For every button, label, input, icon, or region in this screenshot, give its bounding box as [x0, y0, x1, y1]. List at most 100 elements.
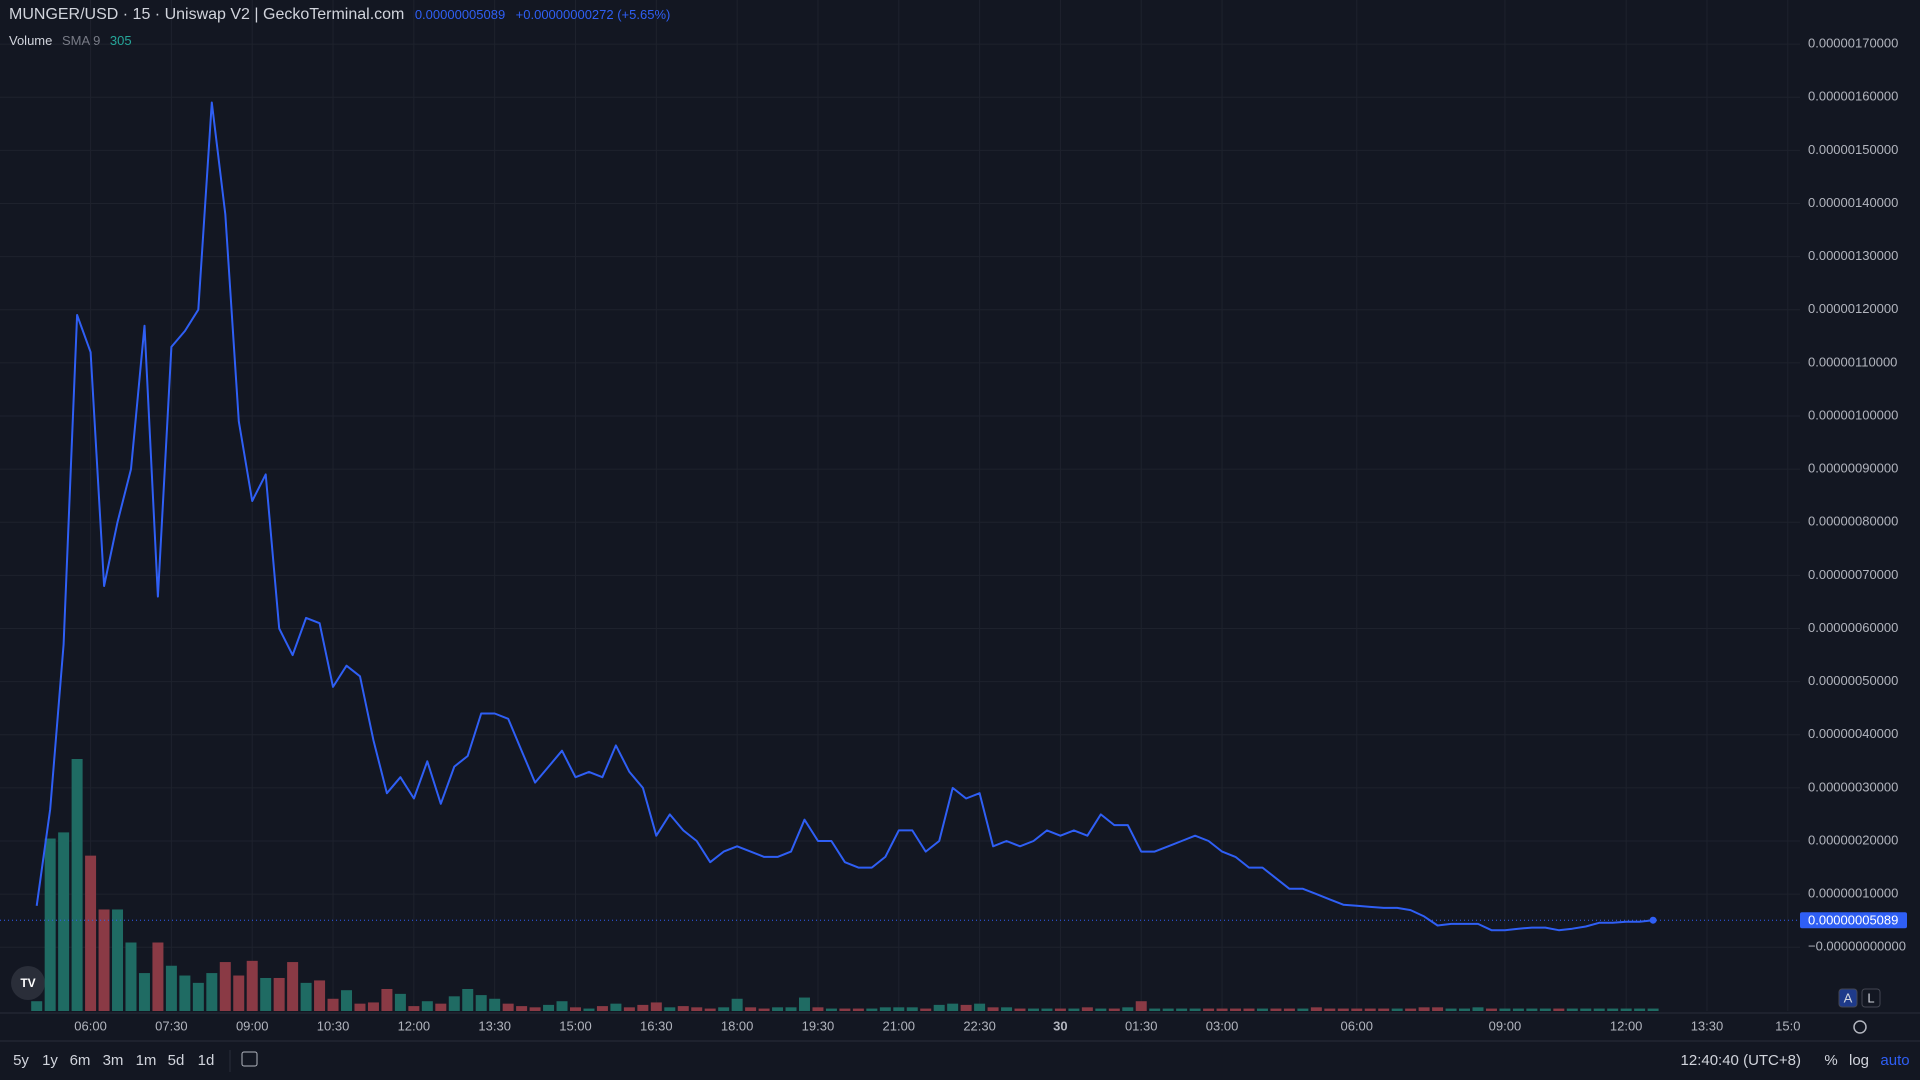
price-button[interactable]: L	[1867, 990, 1874, 1005]
volume-legend: Volume SMA 9 305	[9, 33, 138, 48]
volume-bar	[314, 980, 326, 1011]
volume-bar	[1027, 1008, 1039, 1011]
volume-bar	[1378, 1008, 1390, 1011]
last-point	[1649, 916, 1657, 924]
range-button[interactable]: 6m	[70, 1052, 91, 1069]
volume-bar	[502, 1003, 514, 1011]
volume-bar	[1580, 1008, 1592, 1011]
y-tick-label: 0.00000100000	[1808, 407, 1898, 422]
volume-bar	[1553, 1008, 1565, 1011]
range-button[interactable]: 1y	[42, 1052, 58, 1069]
volume-bar	[947, 1003, 959, 1011]
y-tick-label: 0.00000160000	[1808, 89, 1898, 104]
volume-bar	[125, 942, 137, 1011]
volume-bar	[745, 1007, 757, 1011]
volume-bar	[233, 975, 245, 1011]
volume-bar	[165, 965, 177, 1011]
range-button[interactable]: 1m	[136, 1052, 157, 1069]
volume-bar	[664, 1007, 676, 1011]
volume-bar	[1162, 1008, 1174, 1011]
logo[interactable]	[11, 966, 45, 1000]
volume-bar	[974, 1003, 986, 1011]
volume-bar	[1297, 1008, 1309, 1011]
volume-bar	[650, 1002, 662, 1011]
volume-bar	[825, 1008, 837, 1011]
volume-bar	[354, 1003, 366, 1011]
percent-button[interactable]: %	[1824, 1052, 1837, 1069]
y-tick-label: 0.00000110000	[1808, 354, 1897, 369]
volume-bar	[1041, 1008, 1053, 1011]
volume-bar	[1108, 1008, 1120, 1011]
volume-bar	[596, 1006, 608, 1011]
x-tick-label: 13:30	[478, 1018, 511, 1033]
volume-bar	[1526, 1008, 1538, 1011]
volume-bar	[987, 1007, 999, 1011]
volume-label: Volume	[9, 33, 53, 48]
volume-bar	[475, 995, 487, 1011]
y-tick-label: 0.00000060000	[1808, 620, 1898, 635]
volume-bar	[556, 1001, 568, 1011]
volume-bar	[260, 977, 272, 1011]
price-button-box[interactable]	[1838, 988, 1858, 1008]
volume-bar	[852, 1008, 864, 1011]
volume-bar	[1351, 1008, 1363, 1011]
volume-bar	[529, 1007, 541, 1011]
volume-bar	[1432, 1007, 1444, 1011]
volume-bar	[1539, 1008, 1551, 1011]
volume-bar	[1647, 1008, 1659, 1011]
volume-bar	[1068, 1008, 1080, 1011]
volume-bar	[637, 1004, 649, 1011]
x-tick-label: 06:00	[74, 1018, 107, 1033]
volume-bar	[933, 1004, 945, 1011]
volume-bar	[31, 1001, 43, 1011]
x-tick-label: 07:30	[155, 1018, 188, 1033]
volume-bar	[1283, 1008, 1295, 1011]
volume-bar	[1095, 1008, 1107, 1011]
clock: 12:40:40 (UTC+8)	[1681, 1052, 1801, 1069]
volume-bar	[1337, 1008, 1349, 1011]
sma-value: 305	[109, 33, 132, 48]
volume-bar	[1324, 1008, 1336, 1011]
date-range-icon[interactable]	[241, 1051, 258, 1067]
y-tick-label: 0.00000080000	[1808, 514, 1898, 529]
price-button-box[interactable]	[1861, 988, 1881, 1008]
y-tick-label: 0.00000120000	[1808, 301, 1898, 316]
volume-bar	[677, 1006, 689, 1011]
volume-bar	[381, 988, 393, 1011]
x-tick-label: 19:30	[802, 1018, 835, 1033]
x-tick-label: 09:00	[1489, 1018, 1522, 1033]
range-button[interactable]: 5y	[13, 1052, 29, 1069]
symbol-title: MUNGER/USD · 15 · Uniswap V2 | GeckoTerm…	[9, 6, 405, 23]
x-tick-label: 12:00	[398, 1018, 431, 1033]
auto-button[interactable]: auto	[1880, 1052, 1909, 1069]
volume-bar	[610, 1003, 622, 1011]
y-tick-label: 0.00000070000	[1808, 567, 1898, 582]
range-button[interactable]: 5d	[168, 1052, 185, 1069]
volume-bar	[1001, 1007, 1013, 1011]
volume-bar	[71, 759, 83, 1011]
volume-bar	[1485, 1008, 1497, 1011]
range-button[interactable]: 3m	[103, 1052, 124, 1069]
volume-bar	[58, 832, 70, 1011]
range-button[interactable]: 1d	[198, 1052, 215, 1069]
x-tick-label: 01:30	[1125, 1018, 1158, 1033]
volume-bar	[718, 1007, 730, 1011]
x-tick-label: 12:00	[1610, 1018, 1643, 1033]
y-tick-label: 0.00000050000	[1808, 673, 1898, 688]
y-tick-label: 0.00000140000	[1808, 195, 1898, 210]
volume-bar	[583, 1008, 595, 1011]
x-tick-label: 22:30	[963, 1018, 996, 1033]
y-tick-label: −0.00000000000	[1808, 939, 1906, 954]
volume-bar	[489, 998, 501, 1011]
volume-bar	[341, 990, 353, 1011]
price-button[interactable]: A	[1844, 990, 1853, 1005]
log-button[interactable]: log	[1849, 1052, 1869, 1069]
volume-bar	[1189, 1008, 1201, 1011]
y-tick-label: 0.00000170000	[1808, 36, 1898, 51]
settings-icon[interactable]	[1853, 1020, 1867, 1034]
volume-bar	[1081, 1007, 1093, 1011]
volume-bar	[1472, 1007, 1484, 1011]
volume-bar	[179, 975, 191, 1011]
